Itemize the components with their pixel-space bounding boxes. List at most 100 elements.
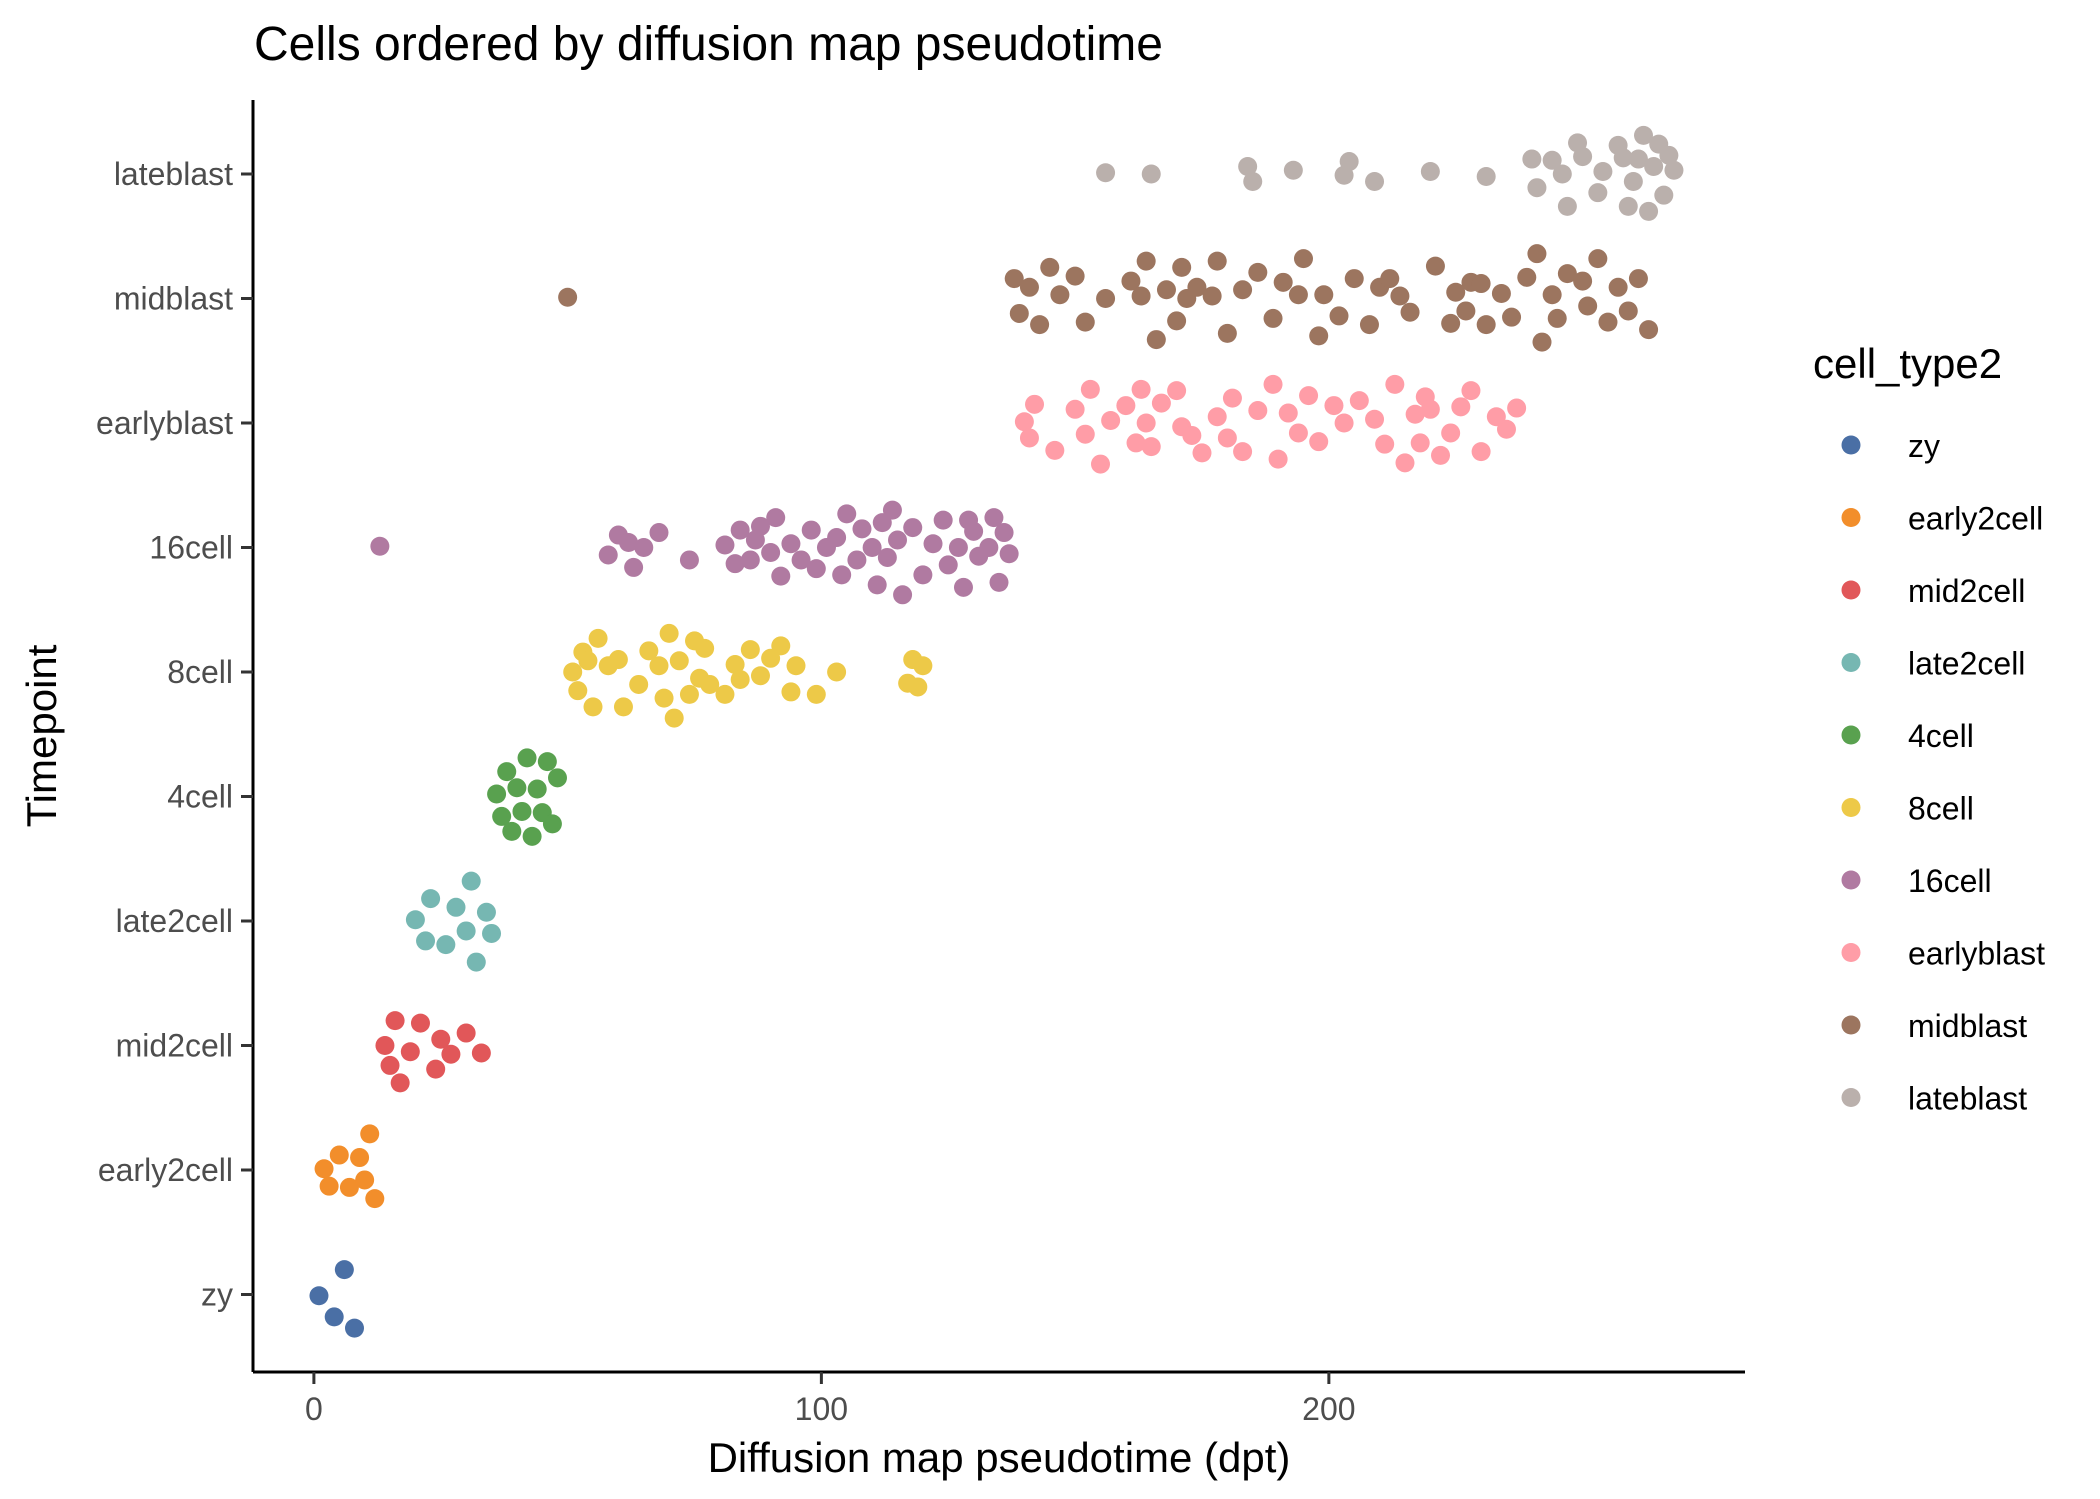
data-point-8cell [700,674,720,694]
data-point-4cell [492,806,512,826]
y-tick-label: 16cell [149,530,233,566]
x-tick-label: 0 [305,1391,323,1427]
data-point-earlyblast [1410,433,1430,453]
data-point-midblast [1547,308,1567,328]
data-point-16cell [862,538,882,557]
legend-key-4cell [1841,725,1861,745]
data-point-4cell [522,826,542,846]
data-point-earlyblast [1136,413,1156,433]
data-point-midblast [1156,280,1176,300]
legend-key-late2cell [1841,653,1861,672]
data-point-8cell [730,669,750,689]
data-point-8cell [750,666,770,686]
data-point-16cell [867,575,887,595]
data-point-midblast [1293,249,1313,269]
data-point-earlyblast [1496,419,1516,439]
data-point-midblast [1004,269,1024,289]
y-axis-ticks: zy early2cell mid2cell late2cell 4cell 8cell 1… [96,156,253,1313]
data-point-4cell [512,801,532,821]
data-point-late2cell [446,897,466,917]
data-point-midblast [1557,264,1577,284]
data-point-midblast [1065,266,1085,286]
data-point-midblast [1288,285,1308,305]
data-point-16cell [964,521,984,541]
data-point-lateblast [1420,162,1440,182]
data-point-4cell [517,748,537,768]
data-point-8cell [806,684,826,704]
data-point-lateblast [1634,125,1654,145]
data-point-16cell [923,534,943,554]
data-point-midblast [1491,284,1511,304]
y-tick-label: mid2cell [116,1028,233,1064]
legend-key-early2cell [1841,508,1861,527]
data-point-16cell [827,528,847,548]
data-point-lateblast [1283,160,1303,180]
data-point-late2cell [405,910,425,930]
legend-label: 4cell [1908,718,1974,754]
data-point-16cell [903,518,923,538]
data-point-midblast [1456,301,1476,321]
data-point-lateblast [1628,149,1648,169]
data-point-midblast [1207,251,1227,271]
data-point-8cell [664,708,684,728]
data-point-midblast [1309,326,1329,346]
data-point-earlyblast [1507,398,1527,418]
data-point-lateblast [1573,147,1593,167]
data-point-earlyblast [1207,407,1227,427]
data-point-earlyblast [1324,396,1344,416]
data-point-16cell [882,500,902,520]
data-point-16cell [679,550,699,570]
data-point-16cell [984,508,1004,528]
data-point-midblast [1446,282,1466,302]
data-point-lateblast [1238,157,1258,177]
data-point-earlyblast [1217,428,1237,448]
data-point-midblast [1476,315,1496,335]
data-point-8cell [613,697,633,717]
data-point-earlyblast [1288,423,1308,443]
data-point-midblast [1573,271,1593,291]
data-point-earlyblast [1192,443,1212,463]
chart-title: Cells ordered by diffusion map pseudotim… [254,18,1163,71]
data-point-midblast [1248,262,1268,282]
data-point-8cell [649,656,669,676]
data-point-mid2cell [410,1013,430,1033]
data-point-8cell [679,684,699,704]
data-point-16cell [750,516,770,536]
data-point-midblast [1359,315,1379,335]
data-point-midblast [1618,301,1638,321]
data-point-16cell [740,550,760,570]
data-point-midblast [1380,269,1400,289]
data-point-earlyblast [1126,433,1146,453]
data-point-16cell [771,566,791,586]
data-point-early2cell [329,1145,349,1165]
data-point-8cell [588,628,608,648]
data-point-lateblast [1654,185,1674,205]
data-point-late2cell [482,923,502,943]
data-point-16cell [979,538,999,557]
x-axis-ticks: 0 100 200 [305,1372,1356,1427]
data-point-earlyblast [1090,454,1110,474]
data-point-midblast [1502,307,1522,327]
data-point-16cell [649,523,669,543]
data-point-earlyblast [1014,412,1034,432]
data-point-early2cell [350,1148,370,1168]
data-point-earlyblast [1278,403,1298,423]
x-axis-title: Diffusion map pseudotime (dpt) [708,1434,1291,1481]
data-point-late2cell [456,921,476,941]
data-point-16cell [888,530,908,550]
data-point-8cell [715,684,735,704]
x-tick-label: 200 [1302,1391,1355,1427]
data-point-lateblast [1243,171,1263,191]
data-point-mid2cell [400,1042,420,1062]
data-point-mid2cell [441,1044,461,1064]
data-point-8cell [578,651,598,671]
data-point-midblast [1030,315,1050,335]
data-point-midblast [1263,308,1283,328]
legend-label: zy [1908,428,1940,464]
data-point-earlyblast [1080,379,1100,399]
y-tick-label: zy [201,1277,233,1313]
data-point-earlyblast [1395,453,1415,473]
data-point-16cell [725,554,745,574]
data-point-mid2cell [380,1055,400,1075]
